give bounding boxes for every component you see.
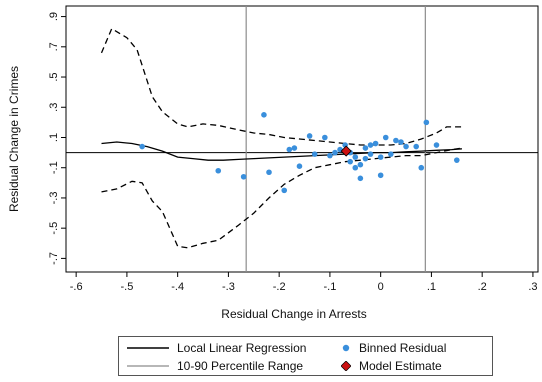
y-tick-label: .7: [48, 42, 60, 51]
binned-point: [433, 142, 440, 148]
legend-label: Model Estimate: [359, 359, 442, 373]
y-tick-label: -.1: [48, 161, 60, 174]
legend-item-estimate: Model Estimate: [341, 357, 442, 375]
x-tick-label: -.3: [222, 281, 235, 293]
model-estimate: [340, 145, 352, 157]
legend-item-local-linear: Local Linear Regression: [127, 339, 306, 357]
x-tick-label: .3: [528, 281, 537, 293]
bound-line: [100, 27, 462, 146]
x-axis-label: Residual Change in Arrests: [221, 307, 366, 321]
binned-point: [352, 154, 359, 160]
binned-point: [377, 154, 384, 160]
x-tick-label: -.2: [273, 281, 286, 293]
binned-point: [261, 112, 267, 118]
binned-points: [139, 112, 460, 194]
x-tick-label: -.5: [120, 281, 133, 293]
binned-point: [357, 175, 364, 182]
binned-point: [291, 145, 298, 151]
x-tick-label: .2: [478, 281, 487, 293]
binned-point: [362, 155, 369, 162]
binned-point: [240, 173, 247, 180]
y-tick-label: .1: [48, 133, 60, 142]
estimate-diamond: [340, 145, 352, 157]
binned-point: [372, 140, 379, 147]
legend-item-percentile: 10-90 Percentile Range: [127, 357, 303, 375]
binned-point: [413, 143, 419, 150]
dot-swatch: [342, 344, 350, 352]
binned-point: [266, 169, 272, 176]
x-tick-label: 0: [378, 281, 384, 293]
binned-point: [281, 187, 288, 194]
y-axis-label: Residual Change in Crimes: [7, 66, 21, 212]
binned-point: [311, 151, 318, 157]
local-linear-line: [101, 141, 462, 161]
x-tick-label: -.1: [323, 281, 336, 293]
legend: Local Linear Regression Binned Residual …: [118, 336, 493, 376]
binned-point: [286, 146, 293, 153]
x-tick-label: .1: [427, 281, 436, 293]
binned-point: [367, 142, 374, 148]
binned-point: [296, 163, 303, 170]
plot-frame: [65, 5, 539, 273]
y-tick-label: -.3: [48, 192, 60, 205]
y-tick-label: -.7: [48, 252, 60, 265]
binned-point: [377, 172, 384, 179]
x-tick-label: -.4: [171, 281, 184, 293]
binned-point: [403, 143, 409, 150]
binned-point: [327, 152, 333, 159]
binned-point: [347, 158, 354, 165]
solid-line-swatch: [127, 347, 169, 349]
binned-point: [322, 134, 328, 141]
reference-lines: [66, 6, 538, 272]
binned-point: [362, 145, 369, 151]
y-tick-label: .3: [48, 103, 60, 112]
binned-point: [139, 143, 145, 150]
binned-point: [357, 161, 364, 168]
x-axis: -.6 -.5 -.4 -.3 -.2 -.1 0 .1 .2 .3: [70, 272, 538, 293]
binned-point: [215, 167, 222, 174]
y-axis: -.7 -.5 -.3 -.1 .1 .3 .5 .7 .9: [48, 12, 66, 265]
binned-point: [453, 157, 460, 163]
y-tick-label: .5: [48, 72, 60, 81]
x-tick-label: -.6: [70, 281, 83, 293]
binned-point: [393, 137, 399, 144]
diamond-swatch: [341, 361, 351, 371]
binned-point: [367, 151, 374, 157]
bound-line: [101, 147, 462, 249]
gray-line-swatch: [127, 365, 169, 367]
binned-point: [352, 164, 359, 171]
series-lines: [100, 27, 462, 249]
binned-point: [306, 133, 313, 139]
legend-item-binned: Binned Residual: [341, 339, 446, 357]
binned-point: [418, 164, 425, 171]
binned-point: [398, 139, 404, 145]
legend-label: Local Linear Regression: [177, 341, 307, 355]
legend-label: 10-90 Percentile Range: [177, 359, 304, 373]
y-tick-label: -.5: [48, 222, 60, 235]
binned-point: [332, 149, 338, 156]
binned-point: [388, 151, 394, 157]
binned-point: [382, 134, 389, 141]
y-tick-label: .9: [48, 12, 60, 21]
binned-point: [423, 119, 430, 126]
legend-label: Binned Residual: [359, 341, 447, 355]
